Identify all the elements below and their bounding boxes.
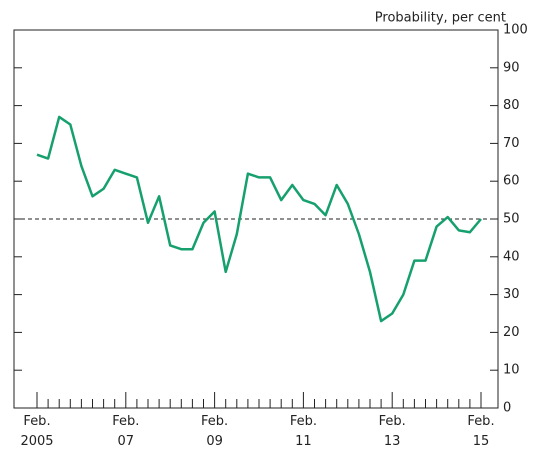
y-tick-label: 100 (503, 23, 528, 38)
x-tick-label: Feb. 11 (289, 414, 317, 449)
y-tick-label: 10 (503, 363, 520, 378)
y-tick-label: 80 (503, 98, 520, 113)
y-tick-label: 70 (503, 136, 520, 151)
x-tick-label: Feb. 15 (467, 414, 495, 449)
y-tick-label: 50 (503, 212, 520, 227)
data-line (36, 115, 482, 323)
y-tick-label: 0 (503, 401, 511, 416)
y-tick-label: 90 (503, 60, 520, 75)
y-tick-label: 60 (503, 174, 520, 189)
x-tick-label: Feb. 07 (112, 414, 140, 449)
y-tick-label: 20 (503, 325, 520, 340)
y-tick-label: 30 (503, 287, 520, 302)
x-tick-label: Feb. 13 (378, 414, 406, 449)
y-tick-label: 40 (503, 249, 520, 264)
x-tick-label: Feb. 2005 (20, 414, 54, 449)
y-axis-label: Probability, per cent (375, 11, 506, 26)
x-tick-label: Feb. 09 (201, 414, 229, 449)
